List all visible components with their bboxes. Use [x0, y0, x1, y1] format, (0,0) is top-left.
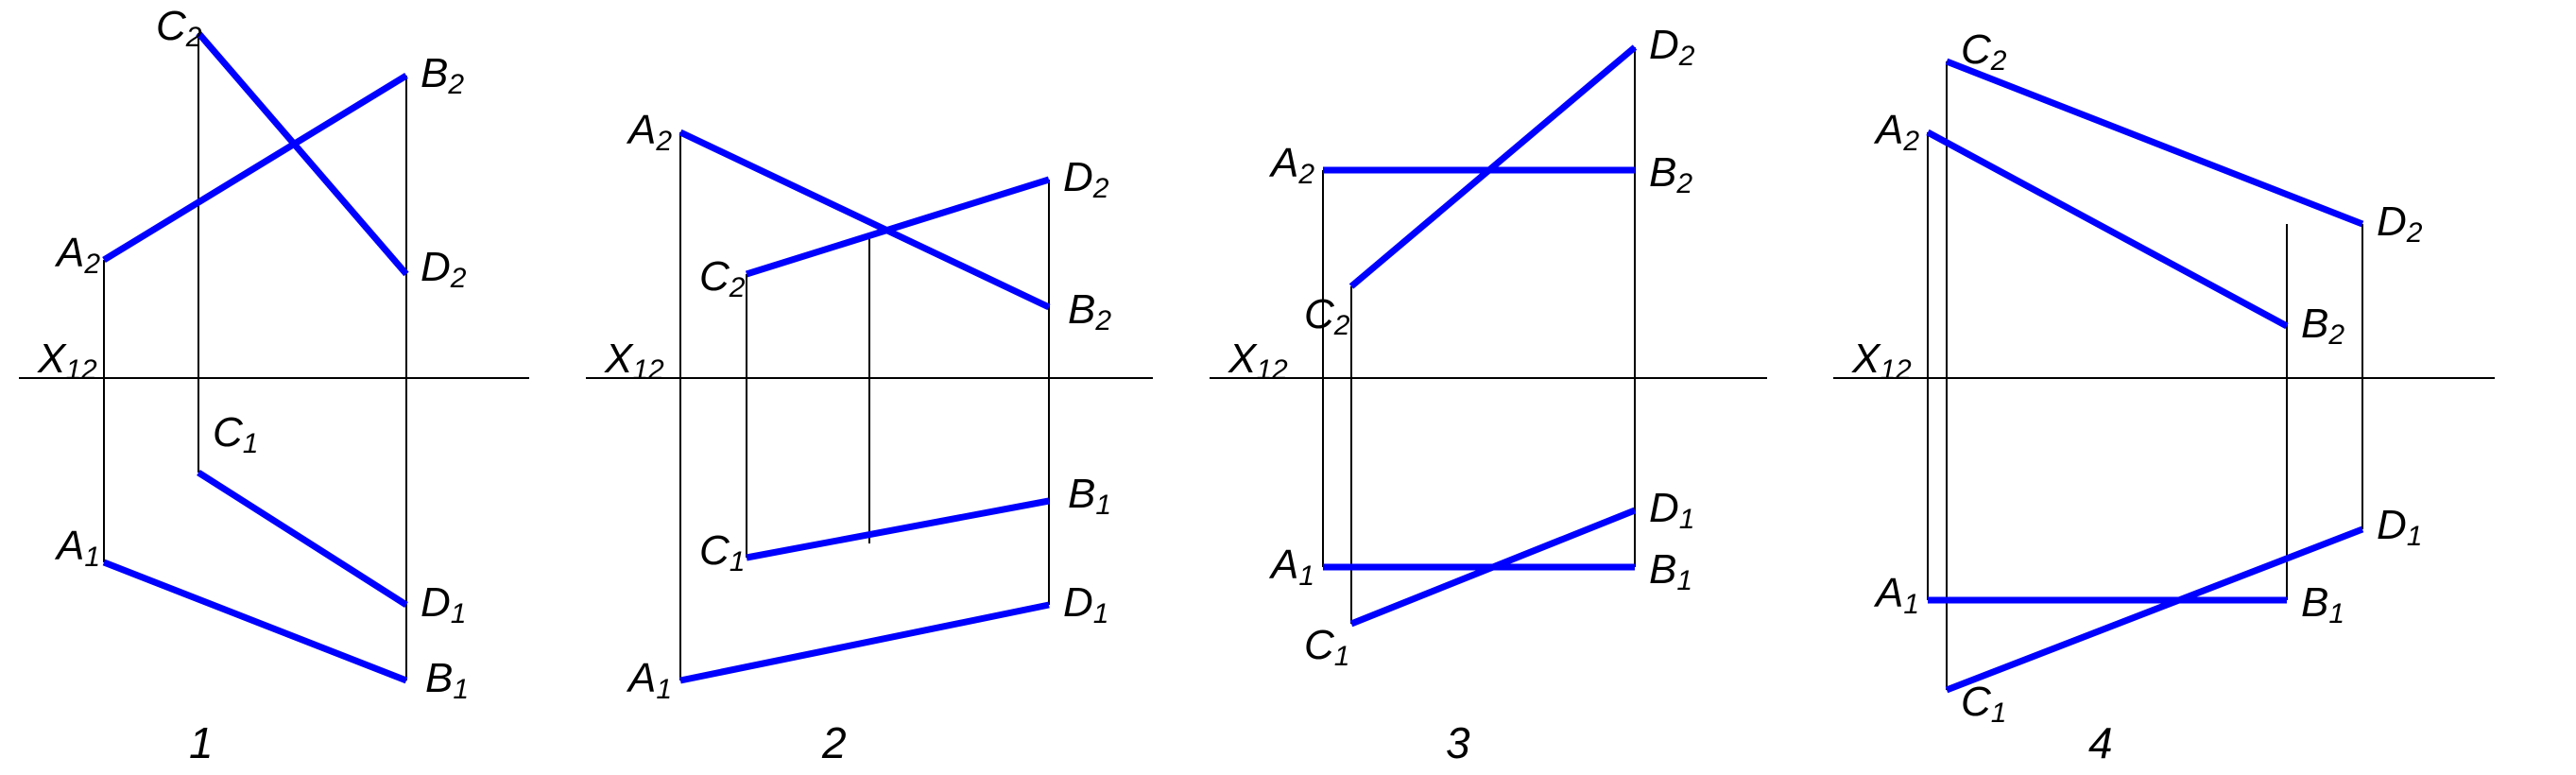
point-label: C1: [1304, 622, 1349, 672]
axis-label: X12: [1851, 336, 1912, 386]
panel-caption: 2: [821, 718, 847, 767]
point-label: C2: [156, 3, 202, 53]
point-label: D2: [421, 244, 467, 294]
panel-caption: 3: [1446, 718, 1470, 767]
axis-label: X12: [1228, 336, 1288, 386]
point-label: D1: [1649, 485, 1694, 535]
point-label: A1: [1873, 570, 1919, 620]
point-label: D2: [1063, 154, 1109, 204]
point-label: D1: [1063, 579, 1108, 629]
point-label: A1: [626, 655, 672, 705]
panel-caption: 4: [2088, 718, 2113, 767]
panel-caption: 1: [189, 718, 214, 767]
point-label: A2: [1268, 140, 1314, 190]
point-label: C1: [699, 527, 745, 577]
point-label: B1: [1649, 546, 1692, 596]
point-label: B2: [1649, 149, 1692, 199]
point-label: C2: [1304, 291, 1350, 341]
point-label: A2: [626, 107, 672, 157]
point-label: A1: [54, 523, 100, 573]
point-label: D1: [2377, 502, 2422, 552]
point-label: C2: [699, 253, 746, 303]
point-label: D2: [2377, 198, 2423, 249]
diagram-canvas: X12 C2 B2 A2 D2 C1 A1 D1 B1 1 X12 A2 D2 C2 B2 B1 C1 D1 A1 2…: [0, 0, 2576, 775]
point-label: B1: [1068, 471, 1111, 521]
point-label: C2: [1961, 26, 2007, 77]
point-label: A2: [1873, 107, 1919, 157]
axis-label: X12: [37, 336, 97, 386]
point-label: B2: [1068, 286, 1111, 336]
point-label: B2: [2301, 301, 2344, 351]
point-label: A1: [1268, 542, 1314, 592]
point-label: B2: [421, 50, 464, 100]
point-label: D2: [1649, 22, 1695, 72]
point-label: C1: [1961, 679, 2006, 729]
point-label: A2: [54, 230, 100, 280]
point-label: B1: [2301, 579, 2344, 629]
point-label: C1: [213, 409, 258, 459]
axis-label: X12: [604, 336, 664, 386]
point-label: B1: [425, 655, 469, 705]
point-label: D1: [421, 579, 466, 629]
